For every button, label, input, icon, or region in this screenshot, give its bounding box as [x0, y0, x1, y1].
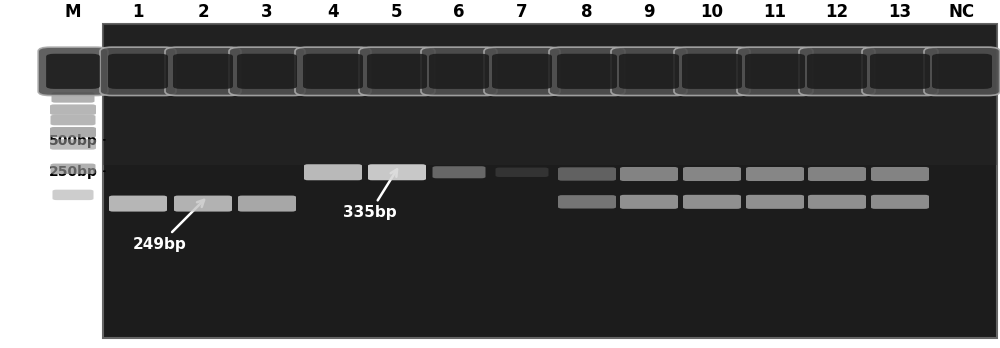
FancyBboxPatch shape	[238, 196, 296, 212]
Text: 3: 3	[261, 3, 273, 21]
Text: 6: 6	[453, 3, 465, 21]
FancyBboxPatch shape	[619, 54, 679, 89]
FancyBboxPatch shape	[108, 54, 168, 89]
FancyBboxPatch shape	[620, 195, 678, 209]
FancyBboxPatch shape	[870, 54, 930, 89]
FancyBboxPatch shape	[109, 196, 167, 212]
FancyBboxPatch shape	[558, 195, 616, 208]
Bar	[103, 24, 997, 165]
Text: 10: 10	[700, 3, 724, 21]
Text: 1: 1	[132, 3, 144, 21]
FancyBboxPatch shape	[52, 190, 94, 200]
FancyBboxPatch shape	[50, 115, 95, 125]
FancyBboxPatch shape	[368, 164, 426, 180]
FancyBboxPatch shape	[808, 195, 866, 209]
Text: 12: 12	[825, 3, 849, 21]
Text: 4: 4	[327, 3, 339, 21]
Text: 500bp: 500bp	[49, 134, 98, 148]
FancyBboxPatch shape	[808, 167, 866, 181]
FancyBboxPatch shape	[173, 54, 233, 89]
FancyBboxPatch shape	[429, 54, 489, 89]
Text: 7: 7	[516, 3, 528, 21]
FancyBboxPatch shape	[174, 196, 232, 212]
FancyBboxPatch shape	[50, 164, 95, 174]
FancyBboxPatch shape	[683, 167, 741, 181]
FancyBboxPatch shape	[421, 47, 497, 95]
Text: 2: 2	[197, 3, 209, 21]
Text: 13: 13	[888, 3, 912, 21]
FancyBboxPatch shape	[46, 54, 100, 89]
FancyBboxPatch shape	[871, 195, 929, 209]
FancyBboxPatch shape	[237, 54, 297, 89]
FancyBboxPatch shape	[492, 54, 552, 89]
Text: 249bp: 249bp	[133, 200, 204, 252]
FancyBboxPatch shape	[549, 47, 625, 95]
FancyBboxPatch shape	[807, 54, 867, 89]
FancyBboxPatch shape	[862, 47, 938, 95]
Text: 8: 8	[581, 3, 593, 21]
FancyBboxPatch shape	[932, 54, 992, 89]
FancyBboxPatch shape	[38, 47, 108, 95]
Text: M: M	[65, 3, 81, 21]
Text: 335bp: 335bp	[343, 169, 397, 221]
FancyBboxPatch shape	[745, 54, 805, 89]
FancyBboxPatch shape	[432, 166, 486, 178]
Text: 9: 9	[643, 3, 655, 21]
FancyBboxPatch shape	[746, 195, 804, 209]
FancyBboxPatch shape	[496, 168, 548, 177]
Text: NC: NC	[949, 3, 975, 21]
FancyBboxPatch shape	[50, 139, 96, 150]
FancyBboxPatch shape	[557, 54, 617, 89]
FancyBboxPatch shape	[50, 104, 96, 115]
FancyBboxPatch shape	[674, 47, 750, 95]
Text: 11: 11	[764, 3, 786, 21]
Bar	[103, 24, 997, 338]
FancyBboxPatch shape	[52, 92, 94, 103]
FancyBboxPatch shape	[611, 47, 687, 95]
FancyBboxPatch shape	[295, 47, 371, 95]
FancyBboxPatch shape	[229, 47, 305, 95]
FancyBboxPatch shape	[737, 47, 813, 95]
FancyBboxPatch shape	[683, 195, 741, 209]
FancyBboxPatch shape	[799, 47, 875, 95]
FancyBboxPatch shape	[682, 54, 742, 89]
FancyBboxPatch shape	[871, 167, 929, 181]
FancyBboxPatch shape	[50, 127, 96, 137]
FancyBboxPatch shape	[367, 54, 427, 89]
FancyBboxPatch shape	[620, 167, 678, 181]
FancyBboxPatch shape	[303, 54, 363, 89]
FancyBboxPatch shape	[484, 47, 560, 95]
Text: 250bp: 250bp	[49, 165, 98, 179]
FancyBboxPatch shape	[304, 164, 362, 180]
FancyBboxPatch shape	[924, 47, 1000, 95]
FancyBboxPatch shape	[100, 47, 176, 95]
FancyBboxPatch shape	[558, 167, 616, 181]
FancyBboxPatch shape	[359, 47, 435, 95]
FancyBboxPatch shape	[165, 47, 241, 95]
Text: 5: 5	[391, 3, 403, 21]
FancyBboxPatch shape	[746, 167, 804, 181]
